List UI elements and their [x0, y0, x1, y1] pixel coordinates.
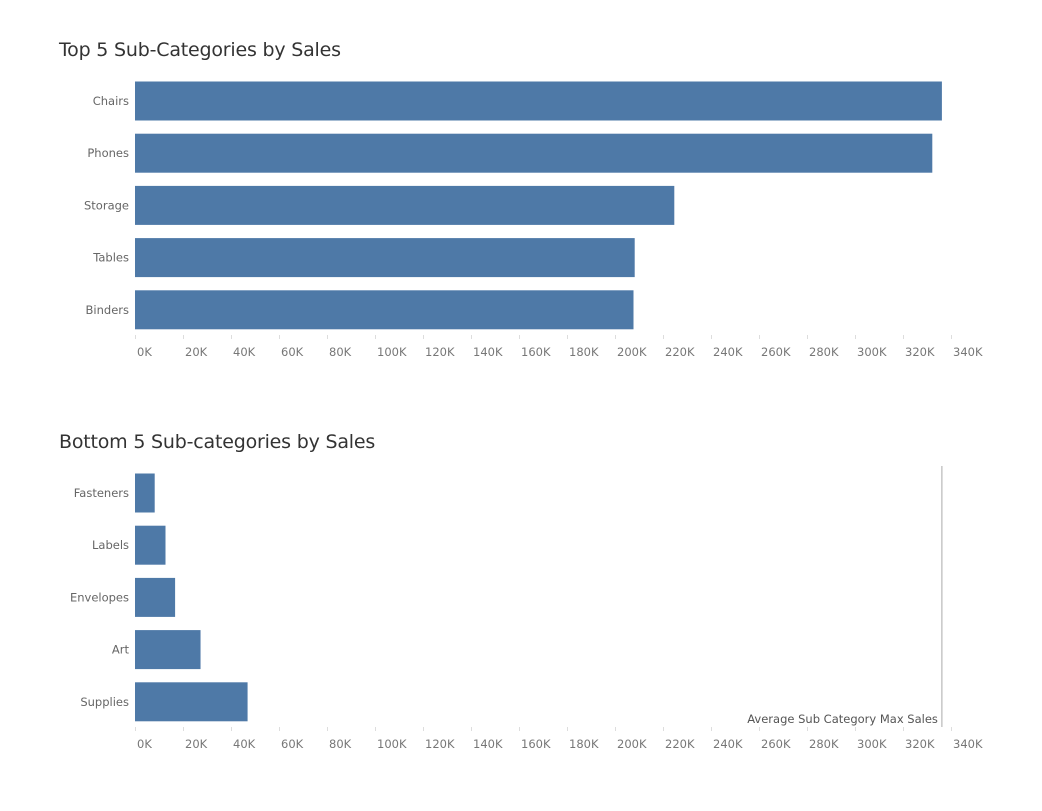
bar-art: [135, 630, 201, 670]
category-label: Tables: [92, 251, 129, 265]
axis-tick-label: 300K: [857, 737, 887, 751]
axis-tick-label: 340K: [953, 737, 983, 751]
axis-tick-label: 300K: [857, 345, 887, 359]
category-label: Art: [112, 643, 130, 657]
axis-tick-label: 80K: [329, 345, 352, 359]
axis-tick-label: 280K: [809, 345, 839, 359]
axis-tick-label: 200K: [617, 345, 647, 359]
bar-envelopes: [135, 577, 176, 617]
axis-tick-label: 240K: [713, 345, 743, 359]
category-label: Chairs: [93, 94, 129, 108]
axis-tick-label: 120K: [425, 345, 455, 359]
top-chart-title: Top 5 Sub-Categories by Sales: [59, 39, 341, 61]
axis-tick-label: 60K: [281, 345, 304, 359]
axis-tick-label: 140K: [473, 345, 503, 359]
category-label: Phones: [87, 146, 129, 160]
axis-tick-label: 260K: [761, 345, 791, 359]
bar-phones: [135, 133, 933, 173]
axis-tick-label: 180K: [569, 345, 599, 359]
axis-tick-label: 220K: [665, 345, 695, 359]
axis-tick-label: 340K: [953, 345, 983, 359]
axis-tick-label: 20K: [185, 737, 208, 751]
axis-tick-label: 60K: [281, 737, 304, 751]
bottom-chart-title: Bottom 5 Sub-categories by Sales: [59, 431, 376, 453]
axis-tick-label: 180K: [569, 737, 599, 751]
axis-tick-label: 100K: [377, 737, 407, 751]
axis-tick-label: 200K: [617, 737, 647, 751]
axis-tick-label: 280K: [809, 737, 839, 751]
axis-tick-label: 20K: [185, 345, 208, 359]
category-label: Storage: [84, 198, 129, 212]
reference-line-label: Average Sub Category Max Sales: [747, 712, 938, 726]
axis-tick-label: 240K: [713, 737, 743, 751]
bar-fasteners: [135, 473, 155, 513]
category-label: Binders: [86, 303, 129, 317]
bar-labels: [135, 525, 166, 565]
bar-storage: [135, 185, 675, 225]
axis-tick-label: 120K: [425, 737, 455, 751]
bar-supplies: [135, 682, 248, 722]
axis-tick-label: 140K: [473, 737, 503, 751]
category-label: Fasteners: [74, 486, 129, 500]
category-label: Supplies: [80, 695, 129, 709]
axis-tick-label: 160K: [521, 737, 551, 751]
bar-tables: [135, 238, 635, 278]
axis-tick-label: 320K: [905, 737, 935, 751]
axis-tick-label: 40K: [233, 737, 256, 751]
axis-tick-label: 160K: [521, 345, 551, 359]
axis-tick-label: 80K: [329, 737, 352, 751]
axis-tick-label: 320K: [905, 345, 935, 359]
axis-tick-label: 100K: [377, 345, 407, 359]
category-label: Labels: [92, 538, 129, 552]
axis-tick-label: 220K: [665, 737, 695, 751]
category-label: Envelopes: [70, 590, 129, 604]
bar-chairs: [135, 81, 942, 121]
axis-tick-label: 260K: [761, 737, 791, 751]
axis-tick-label: 0K: [137, 345, 152, 359]
axis-tick-label: 40K: [233, 345, 256, 359]
axis-tick-label: 0K: [137, 737, 152, 751]
bar-binders: [135, 290, 634, 330]
